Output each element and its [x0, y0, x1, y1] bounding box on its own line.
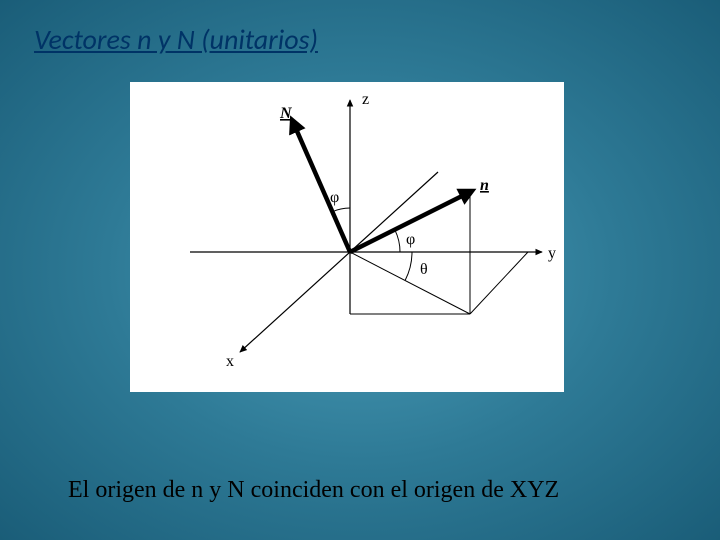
- svg-text:θ: θ: [420, 261, 428, 278]
- svg-text:φ: φ: [330, 189, 339, 206]
- svg-text:N: N: [279, 105, 293, 122]
- vector-diagram: zyxφφθNn: [130, 82, 564, 392]
- svg-text:φ: φ: [406, 231, 415, 248]
- svg-text:z: z: [362, 91, 369, 108]
- svg-text:y: y: [548, 245, 556, 262]
- slide-title: Vectores n y N (unitarios): [34, 22, 318, 57]
- svg-text:n: n: [480, 177, 489, 194]
- slide-caption: El origen de n y N coinciden con el orig…: [68, 477, 559, 504]
- svg-text:x: x: [226, 353, 234, 370]
